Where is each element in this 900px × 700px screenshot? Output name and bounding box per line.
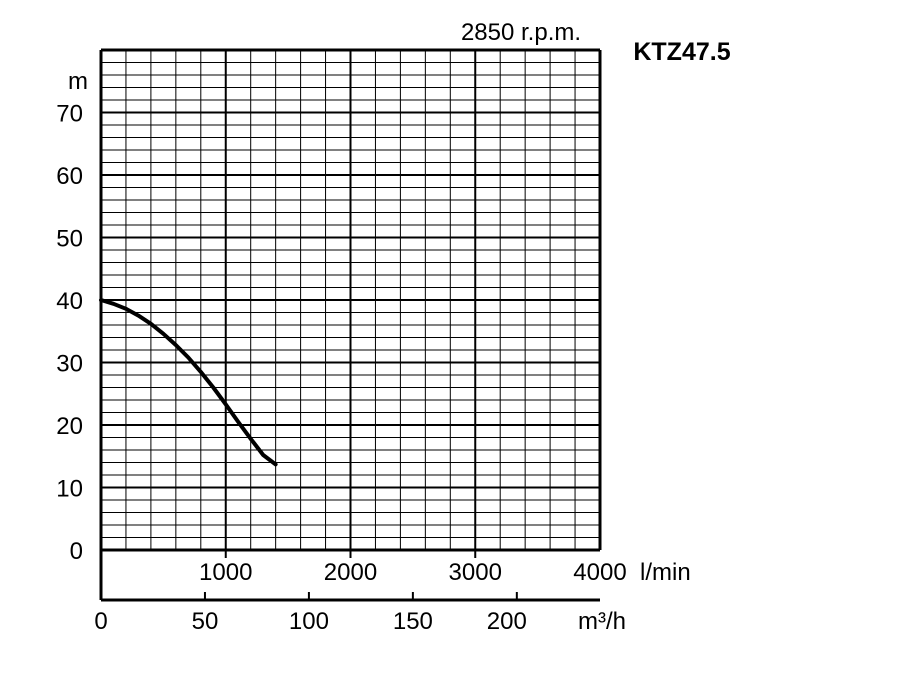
y-axis-tick-labels: 0 10 20 30 40 50 60 70 (56, 101, 83, 566)
x-axis-m3h-tick-label: 200 (487, 608, 527, 635)
model-label: KTZ47.5 (633, 38, 730, 66)
x-axis-lmin-tick-label: 2000 (324, 559, 377, 586)
y-axis-tick-label: 20 (56, 413, 83, 440)
x-axis-lmin-tick-label: 1000 (199, 559, 252, 586)
x-axis-m3h-tick-label: 0 (94, 608, 107, 635)
x-axis-lmin-tick-label: 4000 (573, 559, 626, 586)
y-axis-tick-label: 50 (56, 226, 83, 253)
y-axis-tick-label: 0 (70, 538, 83, 565)
y-axis-unit-label: m (68, 68, 88, 95)
head-curve-line (99, 298, 278, 467)
y-axis-tick-label: 60 (56, 163, 83, 190)
x-axis-m3h-tick-labels: 0 50 100 150 200 (94, 608, 527, 635)
major-grid (101, 50, 600, 550)
x-axis-m3h-tick-label: 150 (393, 608, 433, 635)
speed-label: 2850 r.p.m. (461, 19, 581, 46)
y-axis-tick-label: 30 (56, 351, 83, 378)
x-axis-lmin-unit-label: l/min (640, 559, 691, 586)
x-axis-m3h-tick-label: 100 (289, 608, 329, 635)
chart-frame (99, 48, 602, 602)
y-axis-tick-label: 10 (56, 476, 83, 503)
x-axis-m3h-unit-label: m³/h (578, 608, 626, 635)
x-axis-lmin-tick-label: 3000 (449, 559, 502, 586)
x-axis-lmin-tick-labels: 1000 2000 3000 4000 (199, 559, 627, 586)
y-axis-tick-label: 70 (56, 101, 83, 128)
x-axis-m3h-tick-label: 50 (192, 608, 219, 635)
y-axis-tick-label: 40 (56, 288, 83, 315)
